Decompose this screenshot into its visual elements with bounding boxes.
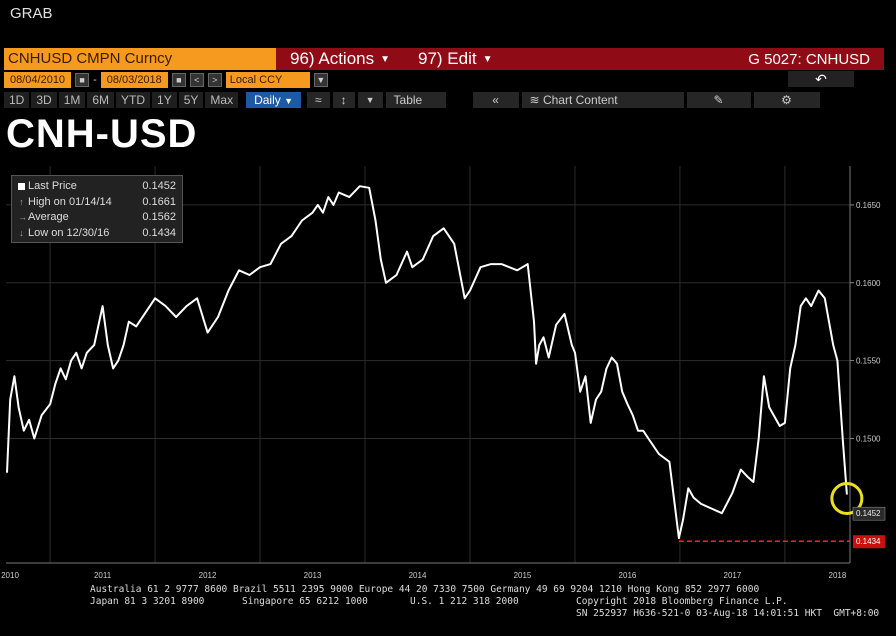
legend-value: 0.1434 <box>142 226 176 239</box>
y-tick-label-0: 0.1500 <box>856 434 881 443</box>
last-price-highlight <box>830 481 864 515</box>
arrow-up-icon: ↑ <box>19 196 24 207</box>
y-tick-label-1: 0.1550 <box>856 357 881 366</box>
x-tick-label-2012: 2012 <box>199 571 217 580</box>
legend-low: ↓ Low on 12/30/16 0.1434 <box>18 226 176 242</box>
gear-icon[interactable]: ⚙ <box>753 92 820 108</box>
period-6m[interactable]: 6M <box>87 92 115 108</box>
chevron-right-icon[interactable]: > <box>207 73 222 87</box>
chart-content-label: Chart Content <box>542 93 618 107</box>
x-tick-label-2013: 2013 <box>304 571 322 580</box>
x-tick-label-2014: 2014 <box>409 571 427 580</box>
grab-label: GRAB <box>10 5 53 22</box>
legend-label: High on 01/14/14 <box>28 195 112 208</box>
x-tick-label-2018: 2018 <box>829 571 847 580</box>
y-tick-label-3: 0.1650 <box>856 201 881 210</box>
legend-value: 0.1452 <box>142 180 176 192</box>
last-price-tag: 0.1452 <box>852 506 886 521</box>
ticker-field[interactable]: CNHUSD CMPN Curncy <box>4 48 276 70</box>
menu-bar: 96) Actions ▼ 97) Edit ▼ G 5027: CNHUSD <box>276 48 884 70</box>
legend-high: ↑ High on 01/14/14 0.1661 <box>18 195 176 211</box>
chevron-left-icon[interactable]: < <box>189 73 204 87</box>
legend-value: 0.1562 <box>142 211 176 223</box>
x-tick-label-2017: 2017 <box>724 571 742 580</box>
legend-last-price: Last Price 0.1452 <box>18 179 176 195</box>
series-line <box>6 185 848 540</box>
footer-japan: Japan 81 3 3201 8900 <box>90 596 205 607</box>
chevron-down-icon[interactable]: ▼ <box>357 92 383 108</box>
period-1y[interactable]: 1Y <box>152 92 177 108</box>
x-tick-label-2011: 2011 <box>94 571 112 580</box>
chart-content-icon: ≋ <box>529 93 540 107</box>
x-axis-ticks: 2010 2011 2012 2013 2014 2015 2016 2017 2018 <box>1 571 847 580</box>
chart-legend: Last Price 0.1452 ↑ High on 01/14/14 0.1661… <box>11 175 183 243</box>
x-tick-label-2015: 2015 <box>514 571 532 580</box>
last-price-tag-text: 0.1452 <box>856 509 881 518</box>
edit-menu[interactable]: 97) Edit ▼ <box>404 49 507 69</box>
square-marker-icon <box>18 183 25 191</box>
edit-pen-icon[interactable]: ✎ <box>686 92 751 108</box>
edit-label: 97) Edit <box>418 49 477 68</box>
arrow-down-icon: ↓ <box>19 227 24 238</box>
legend-label: Last Price <box>28 180 77 192</box>
last-price-tag-box <box>852 506 886 521</box>
chart-content-button[interactable]: ≋ Chart Content <box>521 92 684 108</box>
start-date-input[interactable]: 08/04/2010 <box>4 72 72 88</box>
footer-copyright: Copyright 2018 Bloomberg Finance L.P. <box>576 596 788 607</box>
x-tick-label-2016: 2016 <box>619 571 637 580</box>
footer-us: U.S. 1 212 318 2000 <box>410 596 519 607</box>
legend-label: Low on 12/30/16 <box>28 226 110 239</box>
frequency-label: Daily <box>254 93 281 107</box>
date-separator: - <box>93 74 97 86</box>
footer-contacts: Australia 61 2 9777 8600 Brazil 5511 239… <box>90 584 890 620</box>
chevron-down-icon: ▼ <box>380 53 391 65</box>
period-ytd[interactable]: YTD <box>116 92 151 108</box>
legend-value: 0.1661 <box>142 195 176 208</box>
bar-style-icon[interactable]: ↕ <box>332 92 355 108</box>
low-price-tag: 0.1434 <box>853 535 885 549</box>
y-axis-ticks: 0.1500 0.1550 0.1600 0.1650 <box>850 201 881 443</box>
y-tick-label-2: 0.1600 <box>856 279 881 288</box>
chevron-down-icon: ▼ <box>482 53 493 65</box>
footer-line: Japan 81 3 3201 8900 Singapore 65 6212 1… <box>90 596 890 608</box>
actions-label: 96) Actions <box>290 49 375 68</box>
undo-icon[interactable]: ↶ <box>788 71 854 87</box>
period-1m[interactable]: 1M <box>58 92 86 108</box>
footer-singapore: Singapore 65 6212 1000 <box>242 596 368 607</box>
function-code: G 5027: CNHUSD <box>748 50 870 68</box>
end-date-input[interactable]: 08/03/2018 <box>100 72 168 88</box>
frequency-select[interactable]: Daily ▼ <box>246 92 302 108</box>
x-tick-label-2010: 2010 <box>1 571 19 580</box>
low-price-tag-text: 0.1434 <box>856 537 881 546</box>
period-5y[interactable]: 5Y <box>178 92 204 108</box>
low-price-tag-box <box>853 535 885 549</box>
calendar-icon[interactable]: ■ <box>75 73 90 87</box>
footer-line: Australia 61 2 9777 8600 Brazil 5511 239… <box>90 584 760 595</box>
period-bar: 1D 3D 1M 6M YTD 1Y 5Y Max Daily ▼ ≈ ↕ ▼ … <box>4 91 884 109</box>
chevron-down-icon[interactable]: ▼ <box>313 73 328 87</box>
collapse-icon[interactable]: « <box>472 92 519 108</box>
actions-menu[interactable]: 96) Actions ▼ <box>276 49 404 69</box>
period-1d[interactable]: 1D <box>4 92 30 108</box>
line-chart-icon[interactable]: ≈ <box>307 92 330 108</box>
chevron-down-icon: ▼ <box>284 96 294 106</box>
footer-line: SN 252937 H636-521-0 03-Aug-18 14:01:51 … <box>576 608 880 619</box>
calendar-icon[interactable]: ■ <box>171 73 186 87</box>
legend-average: → Average 0.1562 <box>18 210 176 226</box>
chart-title: CNH-USD <box>6 112 198 156</box>
date-range-bar: 08/04/2010 ■ - 08/03/2018 ■ < > Local CC… <box>4 71 884 89</box>
currency-select[interactable]: Local CCY <box>225 72 310 88</box>
period-3d[interactable]: 3D <box>31 92 57 108</box>
table-button[interactable]: Table <box>385 92 446 108</box>
period-max[interactable]: Max <box>205 92 239 108</box>
command-bar: CNHUSD CMPN Curncy 96) Actions ▼ 97) Edit… <box>4 48 884 70</box>
legend-label: Average <box>28 211 69 223</box>
arrow-right-icon: → <box>18 212 27 222</box>
